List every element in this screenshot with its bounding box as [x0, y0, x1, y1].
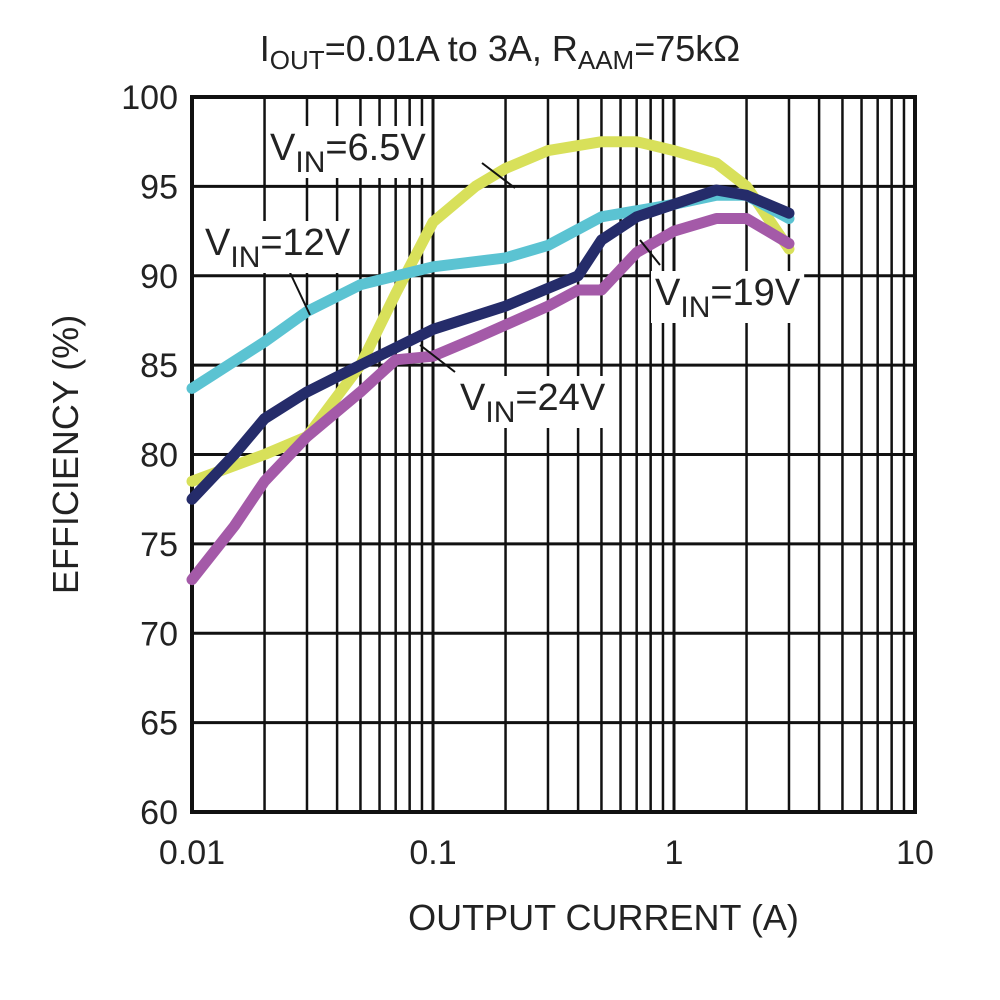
- title-part: =0.01A to 3A, R: [324, 28, 578, 69]
- x-axis-label: OUTPUT CURRENT (A): [408, 897, 799, 938]
- y-tick-label: 75: [140, 526, 178, 564]
- y-tick-label: 80: [140, 437, 178, 475]
- x-tick-label: 0.1: [409, 834, 456, 872]
- y-tick-label: 90: [140, 258, 178, 296]
- title-part: I: [259, 28, 270, 69]
- y-tick-label: 65: [140, 705, 178, 743]
- plot-frame: [190, 95, 917, 814]
- series-label-background: [266, 126, 430, 178]
- series-label-background: [201, 221, 355, 273]
- series-label: VIN=12V: [205, 222, 351, 274]
- y-tick-label: 100: [121, 79, 178, 117]
- series-label: VIN=6.5V: [270, 127, 426, 179]
- series-line: [186, 136, 795, 487]
- x-tick-label: 10: [896, 834, 934, 872]
- series-label-leader: [419, 344, 456, 373]
- series-line: [186, 213, 795, 586]
- title-part: AAM: [577, 45, 635, 75]
- series-label-leader: [481, 162, 516, 189]
- y-tick-label: 95: [140, 168, 178, 206]
- y-tick-label: 85: [140, 347, 178, 385]
- series-label: VIN=24V: [460, 377, 606, 429]
- y-axis-label: EFFICIENCY (%): [45, 315, 86, 594]
- title-part: OUT: [269, 45, 325, 75]
- x-tick-label: 0.01: [159, 834, 225, 872]
- series-label-background: [456, 376, 610, 428]
- series-line: [186, 184, 795, 505]
- y-tick-label: 60: [140, 794, 178, 832]
- x-tick-label: 1: [665, 834, 684, 872]
- y-tick-label: 70: [140, 615, 178, 653]
- series-label-leader: [639, 239, 661, 266]
- title-part: =75kΩ: [634, 28, 741, 69]
- chart-title: IOUT=0.01A to 3A, RAAM=75kΩ: [0, 28, 1000, 76]
- series-label-background: [651, 271, 805, 323]
- series-label: VIN=19V: [655, 272, 801, 324]
